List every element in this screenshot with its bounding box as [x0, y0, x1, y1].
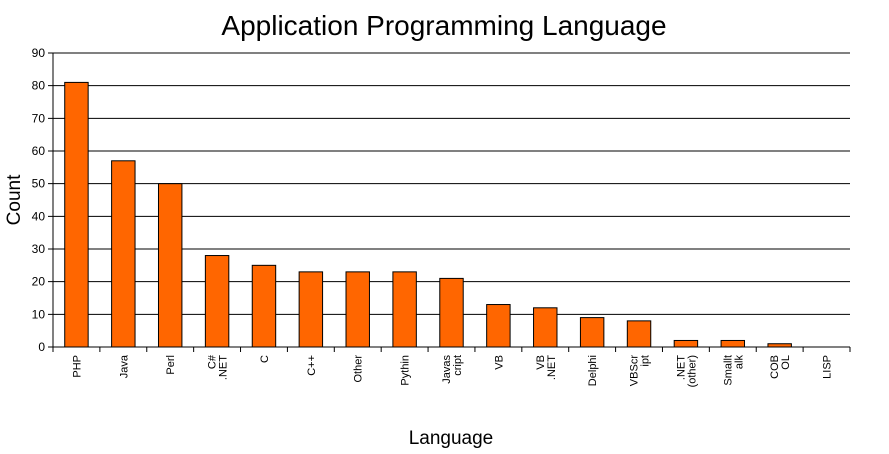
bar	[204, 255, 230, 348]
x-tick-label: Pythin	[400, 355, 412, 386]
y-tick-label: 40	[32, 209, 46, 223]
x-tick-label: C#.NET	[207, 354, 230, 380]
y-tick-label: 80	[32, 79, 46, 93]
x-tick-label: C++	[306, 355, 318, 376]
bar	[626, 320, 652, 348]
x-tick-label: Delphi	[587, 355, 599, 386]
bar	[720, 339, 746, 348]
y-tick-label: 70	[32, 111, 46, 125]
bar	[392, 271, 417, 348]
y-tick-label: 30	[32, 242, 46, 256]
bar	[439, 277, 464, 348]
bar	[533, 307, 558, 348]
x-tick-label: Smalltalk	[722, 355, 745, 386]
bar	[251, 264, 277, 348]
x-tick-label: .NET(other)	[675, 355, 698, 388]
x-tick-label: COBOL	[769, 355, 792, 379]
bar	[345, 271, 370, 348]
bar	[673, 339, 699, 348]
x-tick-label: VB	[493, 355, 505, 370]
bar	[486, 304, 511, 348]
x-tick-label: Javascript	[441, 355, 464, 384]
y-tick-label: 20	[32, 275, 46, 289]
y-tick-label: 90	[32, 46, 46, 60]
x-tick-label: VBScript	[629, 355, 652, 387]
x-tick-label: Perl	[165, 355, 177, 375]
bar	[298, 271, 324, 348]
bar	[64, 81, 89, 348]
x-tick-label: LISP	[822, 355, 834, 379]
x-axis-label: Language	[409, 428, 494, 449]
bar	[579, 317, 605, 348]
y-axis-label: Count	[4, 174, 25, 225]
y-tick-label: 50	[32, 177, 46, 191]
y-tick-label: 0	[38, 340, 45, 354]
x-tick-label: Other	[353, 355, 365, 383]
x-tick-label: PHP	[71, 355, 83, 378]
x-tick-label: C	[259, 355, 271, 363]
x-tick-label: VB.NET	[535, 355, 558, 380]
y-tick-label: 10	[32, 307, 46, 321]
x-tick-label: Java	[118, 354, 130, 378]
bar	[157, 183, 183, 348]
y-tick-label: 60	[32, 144, 46, 158]
chart-title: Application Programming Language	[221, 10, 666, 41]
bar	[111, 160, 136, 348]
